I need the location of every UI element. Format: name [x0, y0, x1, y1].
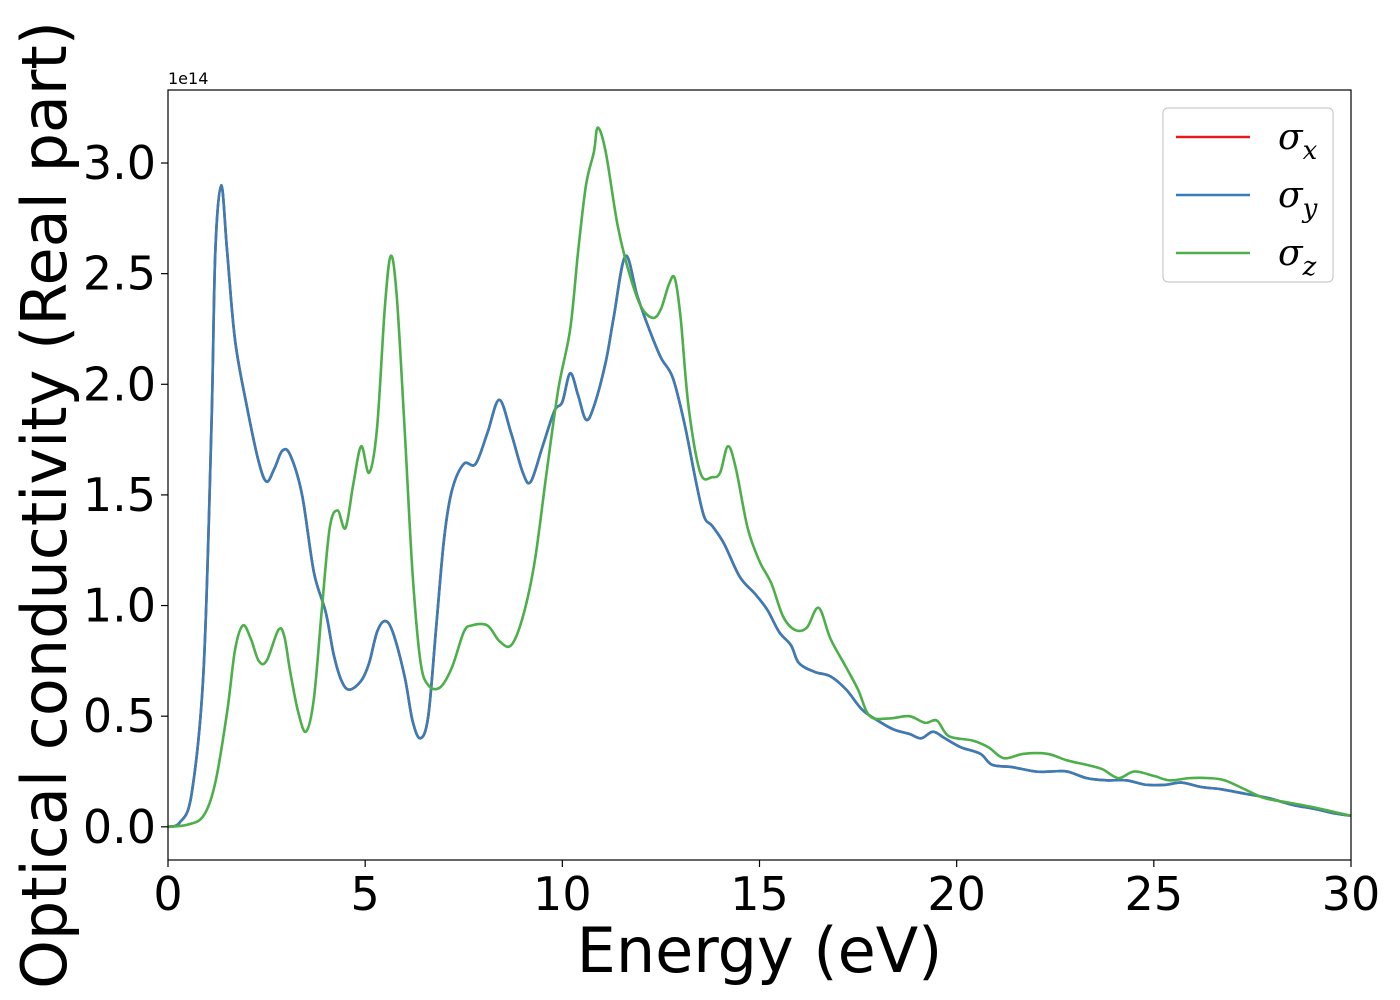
x-axis-title: Energy (eV) — [577, 914, 943, 987]
x-tick-label: 20 — [927, 867, 986, 921]
series-layer — [168, 126, 1351, 829]
y-tick-label: 3.0 — [83, 136, 156, 190]
series-line-sigma-y — [168, 183, 1351, 829]
x-axis: 0 5 10 15 20 25 30 — [153, 860, 1380, 921]
legend-label-sigma-z: σz — [1278, 233, 1317, 282]
x-tick-label: 25 — [1125, 867, 1184, 921]
y-axis: 0.0 0.5 1.0 1.5 2.0 2.5 3.0 — [83, 136, 168, 854]
y-offset-label: 1e14 — [168, 69, 208, 88]
x-tick-label: 0 — [153, 867, 182, 921]
y-tick-label: 1.5 — [83, 468, 156, 522]
series-line-sigma-z — [168, 126, 1351, 829]
x-tick-label: 15 — [730, 867, 789, 921]
x-tick-label: 30 — [1322, 867, 1381, 921]
legend: σx σy σz — [1162, 107, 1334, 283]
y-tick-label: 0.0 — [83, 800, 156, 854]
x-tick-label: 5 — [351, 867, 380, 921]
legend-label-sigma-y: σy — [1278, 175, 1318, 224]
y-tick-label: 0.5 — [83, 689, 156, 743]
y-tick-label: 1.0 — [83, 579, 156, 633]
legend-label-sigma-x: σx — [1278, 117, 1318, 166]
y-tick-label: 2.5 — [83, 247, 156, 301]
y-axis-title: Optical conductivity (Real part) — [8, 21, 81, 989]
x-tick-label: 10 — [533, 867, 592, 921]
y-tick-label: 2.0 — [83, 357, 156, 411]
